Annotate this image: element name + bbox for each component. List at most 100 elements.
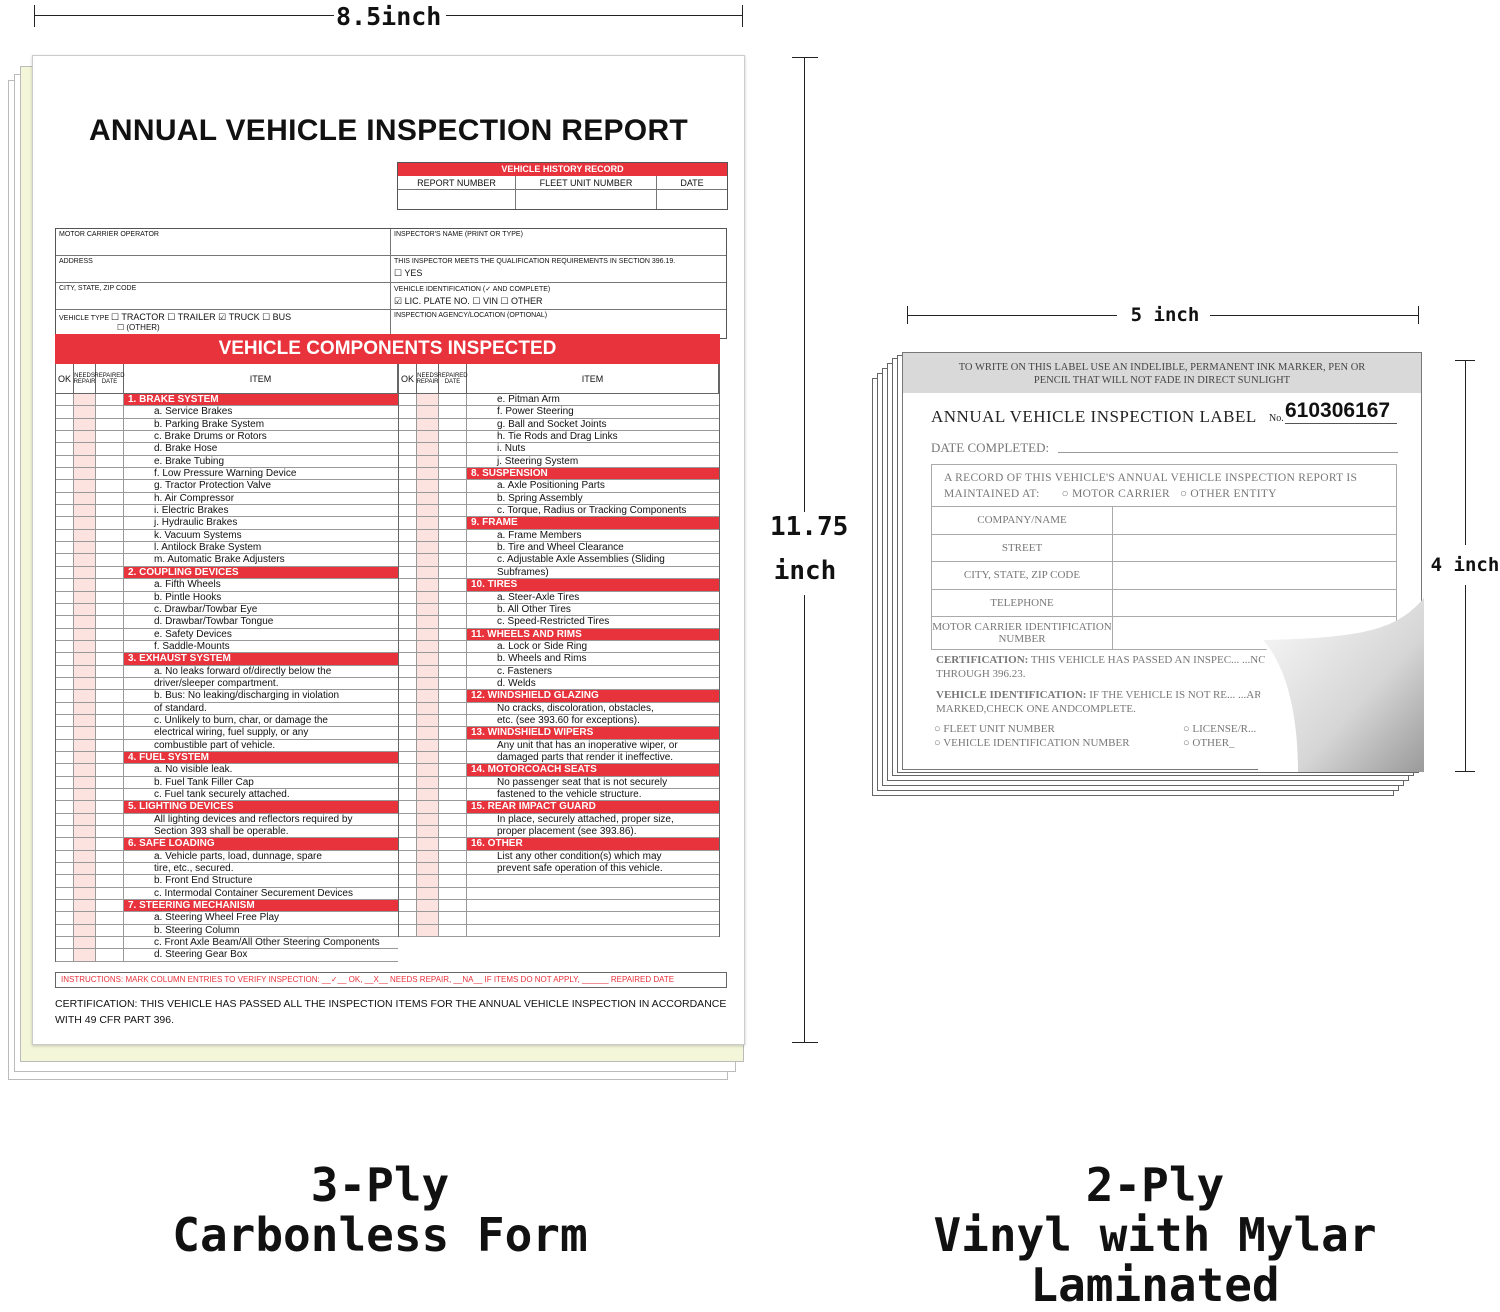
needs-repair-cell[interactable] bbox=[74, 591, 96, 603]
needs-repair-cell[interactable] bbox=[74, 887, 96, 900]
ok-cell[interactable] bbox=[399, 924, 417, 937]
ok-cell[interactable] bbox=[399, 591, 417, 603]
needs-repair-cell[interactable] bbox=[417, 591, 439, 603]
ok-cell[interactable] bbox=[399, 542, 417, 554]
ok-cell[interactable] bbox=[399, 900, 417, 912]
needs-repair-cell[interactable] bbox=[417, 455, 439, 468]
ok-cell[interactable] bbox=[399, 431, 417, 443]
repaired-date-cell[interactable] bbox=[439, 492, 467, 505]
repaired-date-cell[interactable] bbox=[96, 714, 124, 727]
motor-carrier-radio[interactable]: ○ MOTOR CARRIER bbox=[1061, 488, 1171, 500]
ok-cell[interactable] bbox=[56, 492, 74, 505]
ok-cell[interactable] bbox=[399, 616, 417, 628]
repaired-date-cell[interactable] bbox=[96, 776, 124, 788]
ok-cell[interactable] bbox=[399, 492, 417, 505]
repaired-date-cell[interactable] bbox=[96, 850, 124, 863]
other-radio[interactable]: ○ OTHER_ bbox=[1183, 737, 1235, 749]
ok-cell[interactable] bbox=[399, 566, 417, 579]
needs-repair-cell[interactable] bbox=[74, 776, 96, 788]
repaired-date-cell[interactable] bbox=[96, 912, 124, 924]
motor-carrier-field[interactable]: MOTOR CARRIER OPERATOR bbox=[56, 229, 391, 255]
repaired-date-cell[interactable] bbox=[96, 801, 124, 813]
needs-repair-cell[interactable] bbox=[74, 924, 96, 937]
repaired-date-cell[interactable] bbox=[439, 863, 467, 875]
ok-cell[interactable] bbox=[56, 554, 74, 566]
repaired-date-cell[interactable] bbox=[439, 406, 467, 418]
repaired-date-cell[interactable] bbox=[96, 628, 124, 640]
ok-cell[interactable] bbox=[399, 826, 417, 838]
needs-repair-cell[interactable] bbox=[417, 554, 439, 566]
repaired-date-cell[interactable] bbox=[96, 789, 124, 801]
needs-repair-cell[interactable] bbox=[74, 653, 96, 665]
ok-cell[interactable] bbox=[399, 702, 417, 714]
yes-checkbox[interactable]: ☐ YES bbox=[394, 268, 423, 278]
ok-cell[interactable] bbox=[56, 850, 74, 863]
needs-repair-cell[interactable] bbox=[74, 739, 96, 751]
company-name-row[interactable]: COMPANY/NAME bbox=[932, 507, 1396, 535]
ok-cell[interactable] bbox=[399, 751, 417, 764]
vehicle-type-other-checkbox[interactable]: ☐ (OTHER) bbox=[117, 323, 160, 332]
ok-cell[interactable] bbox=[399, 690, 417, 702]
needs-repair-cell[interactable] bbox=[74, 764, 96, 776]
repaired-date-cell[interactable] bbox=[439, 640, 467, 653]
needs-repair-cell[interactable] bbox=[417, 443, 439, 455]
repaired-date-cell[interactable] bbox=[439, 789, 467, 801]
ok-cell[interactable] bbox=[399, 418, 417, 431]
needs-repair-cell[interactable] bbox=[417, 875, 439, 887]
repaired-date-cell[interactable] bbox=[439, 850, 467, 863]
needs-repair-cell[interactable] bbox=[417, 418, 439, 431]
ok-cell[interactable] bbox=[56, 665, 74, 677]
repaired-date-cell[interactable] bbox=[439, 591, 467, 603]
fleet-unit-field[interactable] bbox=[516, 190, 657, 209]
ok-cell[interactable] bbox=[56, 838, 74, 850]
ok-cell[interactable] bbox=[56, 505, 74, 517]
ok-cell[interactable] bbox=[56, 863, 74, 875]
needs-repair-cell[interactable] bbox=[74, 677, 96, 690]
needs-repair-cell[interactable] bbox=[74, 801, 96, 813]
ok-cell[interactable] bbox=[56, 801, 74, 813]
repaired-date-cell[interactable] bbox=[439, 443, 467, 455]
repaired-date-cell[interactable] bbox=[96, 603, 124, 616]
repaired-date-cell[interactable] bbox=[96, 887, 124, 900]
ok-cell[interactable] bbox=[56, 714, 74, 727]
repaired-date-cell[interactable] bbox=[439, 517, 467, 529]
needs-repair-cell[interactable] bbox=[417, 739, 439, 751]
ok-cell[interactable] bbox=[56, 727, 74, 739]
repaired-date-cell[interactable] bbox=[439, 776, 467, 788]
needs-repair-cell[interactable] bbox=[417, 776, 439, 788]
ok-cell[interactable] bbox=[56, 912, 74, 924]
repaired-date-cell[interactable] bbox=[96, 727, 124, 739]
ok-cell[interactable] bbox=[399, 887, 417, 900]
needs-repair-cell[interactable] bbox=[417, 603, 439, 616]
repaired-date-cell[interactable] bbox=[96, 554, 124, 566]
needs-repair-cell[interactable] bbox=[417, 912, 439, 924]
repaired-date-cell[interactable] bbox=[439, 394, 467, 406]
vehicle-id-field[interactable]: VEHICLE IDENTIFICATION (✓ AND COMPLETE) ☑… bbox=[391, 283, 726, 309]
ok-cell[interactable] bbox=[56, 653, 74, 665]
repaired-date-cell[interactable] bbox=[439, 751, 467, 764]
ok-cell[interactable] bbox=[399, 875, 417, 887]
needs-repair-cell[interactable] bbox=[417, 838, 439, 850]
needs-repair-cell[interactable] bbox=[74, 431, 96, 443]
ok-cell[interactable] bbox=[399, 801, 417, 813]
ok-cell[interactable] bbox=[56, 826, 74, 838]
ok-cell[interactable] bbox=[56, 603, 74, 616]
mc-id-row[interactable]: MOTOR CARRIER IDENTIFICATION NUMBER bbox=[932, 617, 1396, 649]
address-field[interactable]: ADDRESS bbox=[56, 256, 391, 282]
ok-cell[interactable] bbox=[56, 739, 74, 751]
repaired-date-cell[interactable] bbox=[439, 813, 467, 826]
ok-cell[interactable] bbox=[399, 468, 417, 480]
repaired-date-cell[interactable] bbox=[96, 751, 124, 764]
repaired-date-cell[interactable] bbox=[439, 616, 467, 628]
ok-cell[interactable] bbox=[399, 628, 417, 640]
needs-repair-cell[interactable] bbox=[417, 801, 439, 813]
ok-cell[interactable] bbox=[399, 505, 417, 517]
needs-repair-cell[interactable] bbox=[74, 640, 96, 653]
needs-repair-cell[interactable] bbox=[417, 431, 439, 443]
needs-repair-cell[interactable] bbox=[74, 529, 96, 542]
needs-repair-cell[interactable] bbox=[417, 480, 439, 492]
needs-repair-cell[interactable] bbox=[74, 455, 96, 468]
repaired-date-cell[interactable] bbox=[96, 677, 124, 690]
needs-repair-cell[interactable] bbox=[417, 492, 439, 505]
report-number-field[interactable] bbox=[398, 190, 516, 209]
